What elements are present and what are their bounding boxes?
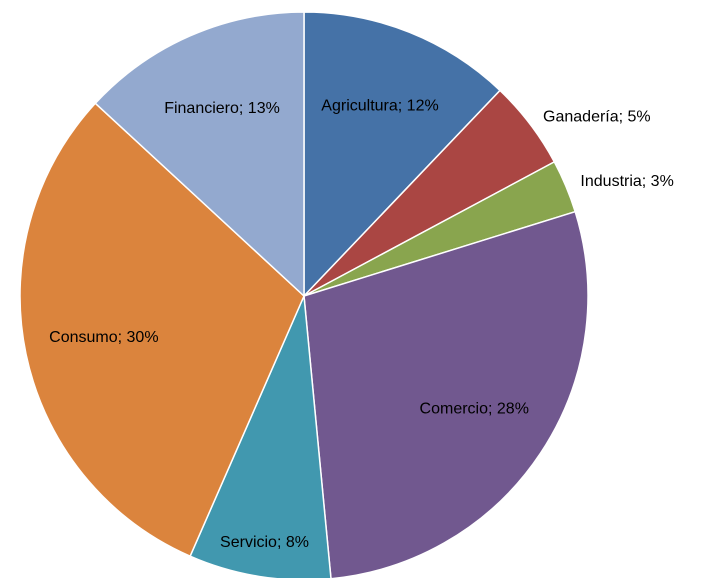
pie-slice (19, 102, 305, 558)
pie-slice (189, 293, 332, 578)
data-label: Industria; 3% (580, 173, 673, 190)
data-label: Financiero; 13% (164, 100, 280, 117)
data-label: Consumo; 30% (49, 329, 158, 346)
data-label: Comercio; 28% (420, 400, 529, 417)
data-label: Agricultura; 12% (321, 97, 438, 114)
data-label: Ganadería; 5% (543, 108, 651, 125)
pie-slice (303, 11, 502, 298)
pie-slice (94, 11, 305, 298)
pie-slice (303, 210, 589, 578)
data-label: Servicio; 8% (220, 534, 309, 551)
